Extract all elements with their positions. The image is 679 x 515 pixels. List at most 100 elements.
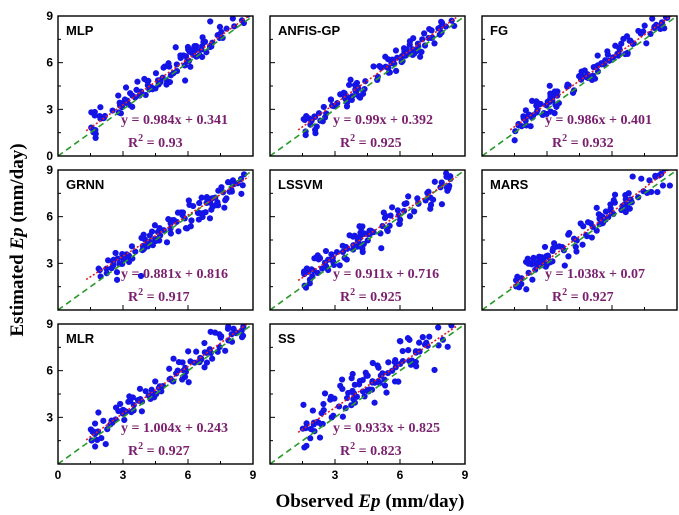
data-point — [389, 367, 396, 374]
data-point — [218, 28, 225, 36]
data-point — [112, 249, 119, 257]
data-point — [593, 204, 600, 211]
data-point — [138, 234, 145, 242]
panel-mars: MARS y = 1.038x + 0.07 R2 = 0.927 — [481, 150, 678, 311]
data-point — [551, 240, 558, 247]
data-point — [185, 379, 192, 386]
data-point — [435, 25, 442, 32]
panel-fg: FG y = 0.986x + 0.401 R2 = 0.932 — [481, 15, 678, 157]
data-point — [395, 378, 402, 385]
data-point — [318, 410, 325, 417]
data-point — [523, 286, 530, 293]
data-point — [327, 96, 335, 103]
data-point — [579, 241, 586, 248]
data-point — [116, 260, 123, 268]
data-point — [411, 208, 418, 215]
data-point — [315, 110, 323, 117]
data-point — [343, 256, 350, 263]
data-point — [615, 51, 622, 58]
x-tick-label: 0 — [55, 468, 62, 482]
x-tick-label: 6 — [397, 468, 404, 482]
fit-equation: y = 0.99x + 0.392 — [333, 113, 433, 128]
r-squared: R2 = 0.927 — [128, 441, 190, 459]
panel-title: SS — [278, 331, 296, 346]
data-point — [125, 398, 132, 405]
data-point — [175, 228, 182, 235]
data-point — [117, 400, 124, 408]
data-point — [405, 347, 412, 354]
panel-title: FG — [490, 23, 508, 38]
data-point — [593, 227, 600, 234]
data-point — [580, 223, 587, 230]
data-point — [397, 338, 404, 345]
data-point — [224, 325, 232, 332]
data-point — [667, 150, 673, 156]
fit-line — [85, 176, 250, 281]
data-point — [670, 158, 676, 164]
y-tick-label: 9 — [46, 317, 53, 331]
data-point — [511, 137, 518, 144]
data-point — [640, 28, 647, 35]
data-point — [342, 243, 350, 251]
panel-title: MLP — [66, 23, 94, 38]
data-point — [646, 177, 653, 184]
data-point — [629, 173, 636, 180]
data-point — [604, 51, 611, 58]
data-point — [156, 77, 164, 84]
data-point — [320, 103, 327, 111]
data-point — [238, 334, 246, 341]
data-point — [113, 269, 121, 276]
data-point — [207, 18, 214, 25]
data-point — [94, 436, 101, 444]
plot-area — [482, 16, 677, 156]
y-tick-label: 6 — [46, 56, 53, 70]
data-point — [152, 378, 159, 385]
data-point — [412, 348, 419, 355]
data-point — [216, 343, 223, 351]
data-point — [541, 243, 549, 251]
data-point — [136, 385, 144, 392]
data-point — [109, 107, 116, 114]
data-point — [97, 104, 104, 111]
data-point — [138, 408, 145, 415]
data-point — [148, 228, 156, 235]
fit-line — [509, 170, 670, 289]
data-point — [306, 280, 313, 287]
fit-equation: y = 0.933x + 0.825 — [333, 421, 440, 436]
data-point — [229, 16, 236, 22]
data-point — [364, 387, 371, 394]
data-point — [108, 265, 115, 272]
data-point — [110, 256, 117, 263]
data-point — [602, 208, 609, 215]
data-point — [383, 226, 391, 233]
data-point — [207, 328, 214, 335]
y-tick-label: 6 — [46, 210, 53, 224]
data-point — [364, 372, 371, 379]
r-squared: R2 = 0.925 — [340, 287, 402, 305]
data-point — [353, 393, 361, 400]
data-point — [652, 173, 659, 180]
data-point — [356, 381, 363, 388]
data-point — [431, 366, 438, 374]
fit-equation: y = 0.986x + 0.401 — [545, 113, 652, 128]
data-point — [392, 47, 400, 54]
data-point — [366, 227, 373, 234]
data-point — [529, 276, 536, 283]
panel-title: GRNN — [66, 177, 104, 192]
panel-title: ANFIS-GP — [278, 23, 340, 38]
panel-lssvm: LSSVM y = 0.911x + 0.716 R2 = 0.925 — [269, 169, 466, 311]
data-point — [391, 358, 398, 366]
r-squared: R2 = 0.93 — [128, 133, 183, 151]
data-point — [156, 225, 163, 232]
data-point — [91, 420, 99, 427]
fit-equation: y = 1.004x + 0.243 — [121, 421, 228, 436]
data-point — [443, 315, 449, 321]
data-point — [320, 400, 327, 408]
data-point — [529, 258, 537, 265]
panel-anfis-gp: ANFIS-GP y = 0.99x + 0.392 R2 = 0.925 — [269, 15, 466, 157]
r-squared: R2 = 0.932 — [552, 133, 614, 151]
data-point — [92, 443, 99, 450]
data-point — [438, 179, 445, 186]
panel-title: MARS — [490, 177, 529, 192]
